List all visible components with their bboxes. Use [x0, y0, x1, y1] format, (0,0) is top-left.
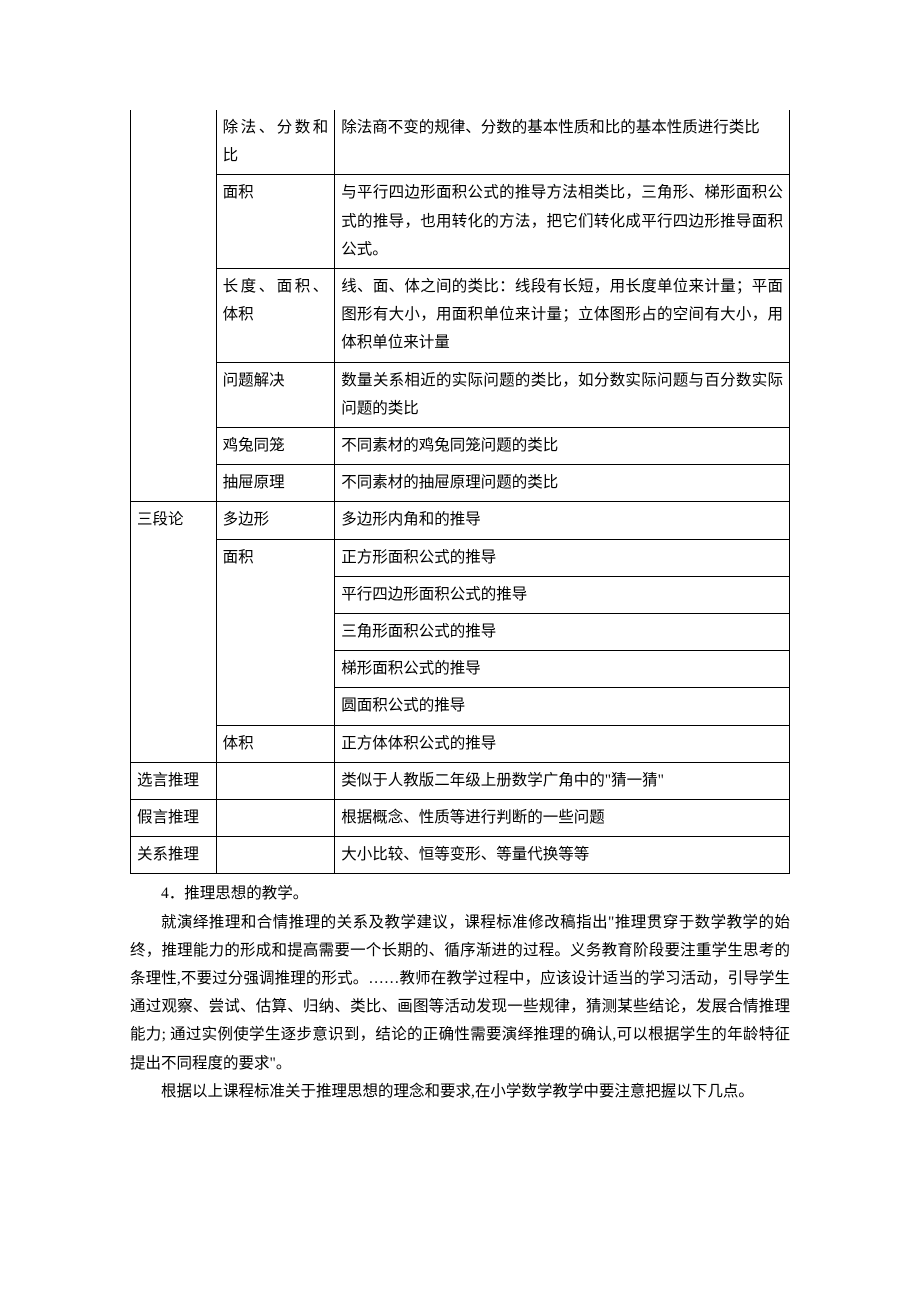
table-row: 除法、分数和比除法商不变的规律、分数的基本性质和比的基本性质进行类比 [131, 110, 790, 175]
table-cell-topic [216, 762, 335, 799]
table-cell-desc: 不同素材的鸡兔同笼问题的类比 [335, 428, 790, 465]
table-cell-topic: 长度、面积、体积 [216, 269, 335, 363]
table-row: 选言推理 类似于人教版二年级上册数学广角中的"猜一猜" [131, 762, 790, 799]
document-page: 除法、分数和比除法商不变的规律、分数的基本性质和比的基本性质进行类比面积与平行四… [0, 0, 920, 1216]
table-row: 问题解决数量关系相近的实际问题的类比，如分数实际问题与百分数实际问题的类比 [131, 362, 790, 427]
table-cell-topic: 体积 [216, 725, 335, 762]
table-cell-topic: 除法、分数和比 [216, 110, 335, 175]
table-cell-desc: 与平行四边形面积公式的推导方法相类比，三角形、梯形面积公式的推导，也用转化的方法… [335, 175, 790, 269]
table-cell-topic [216, 800, 335, 837]
table-cell-desc: 数量关系相近的实际问题的类比，如分数实际问题与百分数实际问题的类比 [335, 362, 790, 427]
table-cell-desc: 根据概念、性质等进行判断的一些问题 [335, 800, 790, 837]
reasoning-table: 除法、分数和比除法商不变的规律、分数的基本性质和比的基本性质进行类比面积与平行四… [130, 110, 790, 874]
table-cell-desc: 正方形面积公式的推导 [335, 539, 790, 576]
table-cell-desc: 三角形面积公式的推导 [335, 614, 790, 651]
table-cell-desc: 类似于人教版二年级上册数学广角中的"猜一猜" [335, 762, 790, 799]
table-cell-topic: 问题解决 [216, 362, 335, 427]
table-cell-desc: 除法商不变的规律、分数的基本性质和比的基本性质进行类比 [335, 110, 790, 175]
body-paragraph-2: 根据以上课程标准关于推理思想的理念和要求,在小学数学教学中要注意把握以下几点。 [130, 1078, 790, 1106]
table-row: 体积正方体体积公式的推导 [131, 725, 790, 762]
table-row: 鸡兔同笼不同素材的鸡兔同笼问题的类比 [131, 428, 790, 465]
table-cell-desc: 圆面积公式的推导 [335, 688, 790, 725]
table-cell-category: 假言推理 [131, 800, 217, 837]
table-row: 关系推理 大小比较、恒等变形、等量代换等等 [131, 837, 790, 874]
table-cell-desc: 大小比较、恒等变形、等量代换等等 [335, 837, 790, 874]
table-row: 抽屉原理不同素材的抽屉原理问题的类比 [131, 465, 790, 502]
table-cell-category: 关系推理 [131, 837, 217, 874]
table-cell-desc: 不同素材的抽屉原理问题的类比 [335, 465, 790, 502]
table-cell-category: 选言推理 [131, 762, 217, 799]
table-cell-topic: 多边形 [216, 502, 335, 539]
table-row: 面积与平行四边形面积公式的推导方法相类比，三角形、梯形面积公式的推导，也用转化的… [131, 175, 790, 269]
table-row: 长度、面积、体积线、面、体之间的类比：线段有长短，用长度单位来计量；平面图形有大… [131, 269, 790, 363]
table-row: 三段论多边形多边形内角和的推导 [131, 502, 790, 539]
table-cell-desc: 多边形内角和的推导 [335, 502, 790, 539]
table-cell-desc: 线、面、体之间的类比：线段有长短，用长度单位来计量；平面图形有大小，用面积单位来… [335, 269, 790, 363]
table-row: 面积正方形面积公式的推导 [131, 539, 790, 576]
table-cell-topic: 面积 [216, 539, 335, 725]
section-heading: 4．推理思想的教学。 [130, 880, 790, 908]
table-cell-category: 三段论 [131, 502, 217, 762]
table-cell-desc: 平行四边形面积公式的推导 [335, 576, 790, 613]
table-cell-topic [216, 837, 335, 874]
table-cell-desc: 梯形面积公式的推导 [335, 651, 790, 688]
table-cell-topic: 面积 [216, 175, 335, 269]
table-cell-category [131, 110, 217, 502]
table-cell-topic: 抽屉原理 [216, 465, 335, 502]
table-cell-topic: 鸡兔同笼 [216, 428, 335, 465]
body-paragraph-1: 就演绎推理和合情推理的关系及教学建议，课程标准修改稿指出"推理贯穿于数学教学的始… [130, 909, 790, 1078]
table-row: 假言推理 根据概念、性质等进行判断的一些问题 [131, 800, 790, 837]
table-cell-desc: 正方体体积公式的推导 [335, 725, 790, 762]
